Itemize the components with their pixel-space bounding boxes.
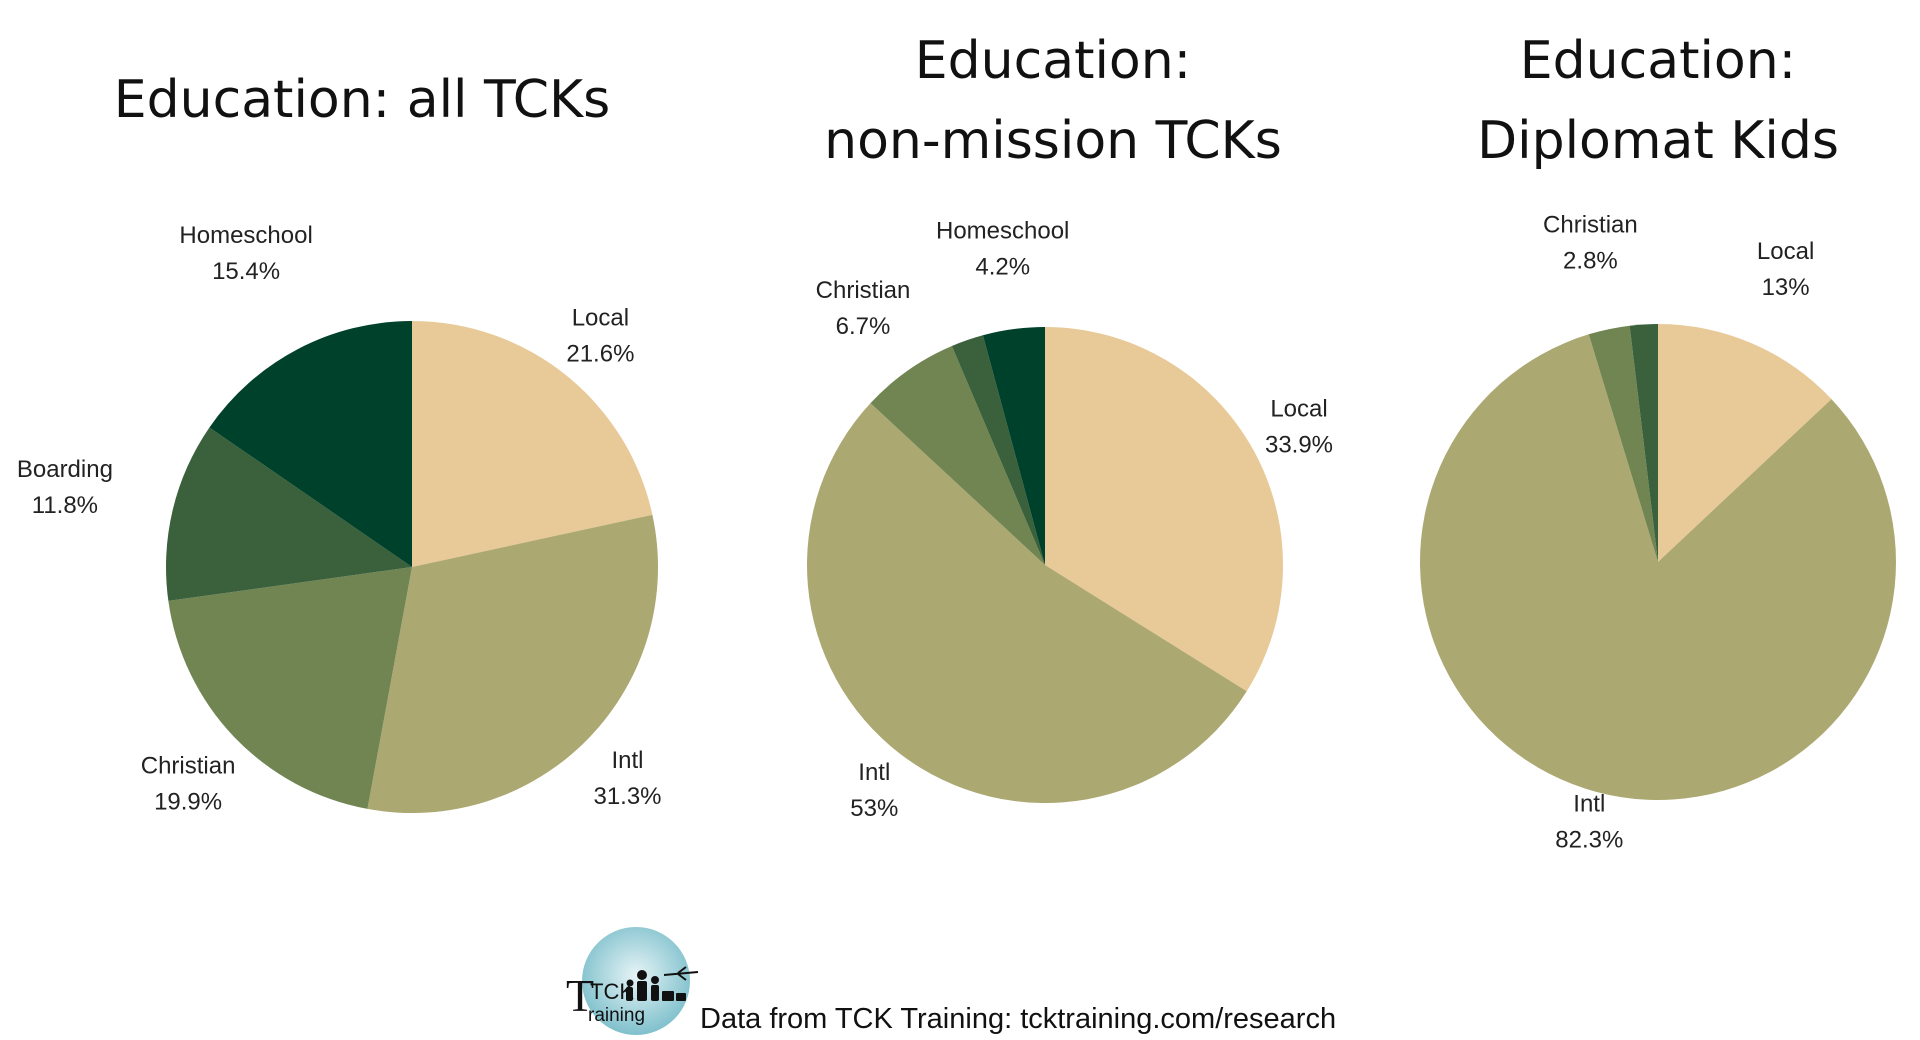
- slice-value-christian: 6.7%: [836, 313, 891, 340]
- pie-slice-homeschool: [209, 321, 412, 567]
- pie-slice-intl: [1419, 334, 1896, 800]
- pie-chart-all-tcks: Education: all TCKs Local 21.6% Intl 31.3% Ch…: [17, 70, 662, 815]
- pie-slice-local: [1658, 324, 1832, 562]
- slice-label-local: Local: [1757, 238, 1814, 265]
- slice-value-local: 33.9%: [1265, 431, 1333, 458]
- family-silhouette-icon: [626, 970, 686, 1001]
- chart-title-line-2: Diplomat Kids: [1477, 111, 1839, 171]
- slice-label-intl: Intl: [858, 759, 890, 786]
- logo-circle: [582, 927, 690, 1035]
- slice-label-homeschool: Homeschool: [936, 218, 1069, 245]
- slice-value-intl: 53%: [850, 795, 898, 822]
- slice-value-homeschool: 15.4%: [212, 258, 280, 285]
- slice-label-boarding: Boarding: [17, 456, 113, 483]
- source-footnote: Data from TCK Training: tcktraining.com/…: [700, 1003, 1337, 1035]
- tck-training-logo: T TCK raining: [560, 925, 710, 1035]
- slice-value-intl: 31.3%: [593, 783, 661, 810]
- logo-text-training: raining: [588, 1005, 645, 1026]
- slice-value-christian: 19.9%: [154, 788, 222, 815]
- airplane-icon: [663, 966, 699, 981]
- slice-value-intl: 82.3%: [1555, 827, 1623, 854]
- slice-label-intl: Intl: [1573, 791, 1605, 818]
- slice-label-local: Local: [1270, 395, 1327, 422]
- pie-slice-unlabeled: [951, 335, 1045, 565]
- chart-title-line-1: Education:: [1520, 31, 1796, 91]
- chart-title-line-1: Education: all TCKs: [114, 70, 610, 130]
- pie-slice-unlabeled: [1629, 323, 1658, 562]
- pie-slice-local: [1045, 327, 1284, 692]
- slice-value-local: 13%: [1762, 274, 1810, 301]
- chart-title-line-1: Education:: [915, 31, 1191, 91]
- pie-slice-christian: [168, 567, 412, 809]
- pie-slice-local: [412, 321, 653, 567]
- slice-value-boarding: 11.8%: [32, 492, 98, 519]
- slice-label-intl: Intl: [611, 747, 643, 774]
- pie-chart-diplomat-kids: Education: Diplomat Kids Local 13% Intl 82.3%…: [1419, 31, 1896, 854]
- pie-chart-non-mission-tcks: Education: non-mission TCKs Local 33.9% Intl…: [806, 31, 1333, 822]
- pie-slice-christian: [870, 345, 1045, 565]
- logo-letter-t: T: [566, 970, 594, 1021]
- slice-value-homeschool: 4.2%: [975, 254, 1030, 281]
- pie-slice-homeschool: [982, 327, 1045, 565]
- slice-label-christian: Christian: [141, 752, 236, 779]
- pie-slice-intl: [367, 514, 659, 814]
- pie-slice-christian: [1588, 325, 1658, 562]
- slice-label-christian: Christian: [816, 277, 911, 304]
- slice-value-local: 21.6%: [566, 340, 634, 367]
- slice-label-local: Local: [572, 304, 629, 331]
- logo-text-tck: TCK: [590, 979, 634, 1004]
- pie-slice-intl: [806, 403, 1247, 804]
- slice-value-christian: 2.8%: [1563, 248, 1618, 275]
- pie-slice-boarding: [166, 427, 412, 601]
- slice-label-homeschool: Homeschool: [179, 222, 312, 249]
- slice-label-christian: Christian: [1543, 212, 1638, 239]
- chart-title-line-2: non-mission TCKs: [824, 111, 1282, 171]
